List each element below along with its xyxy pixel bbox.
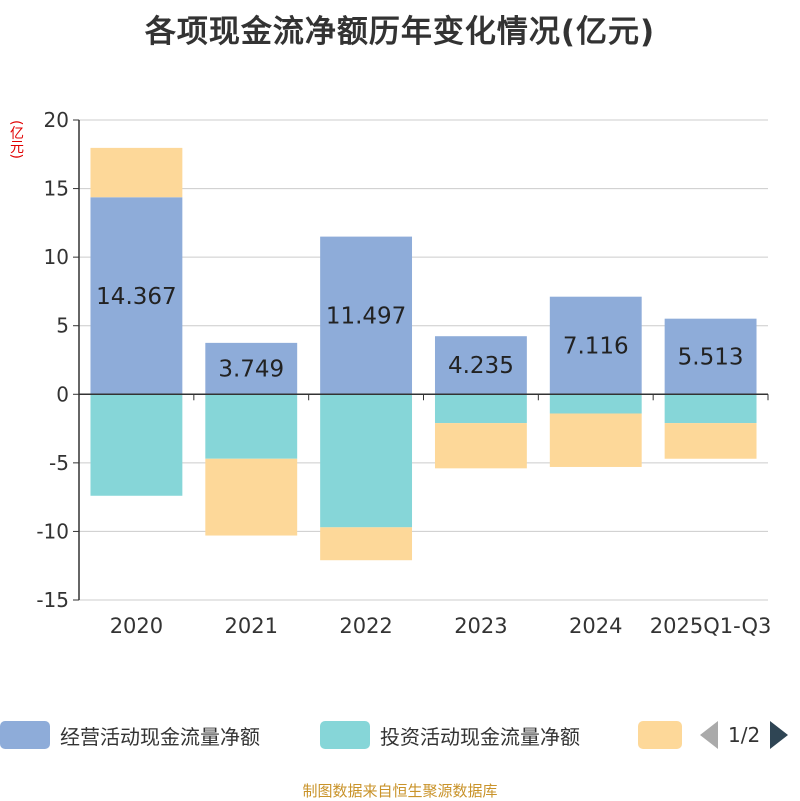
bar-segment [664,318,757,395]
y-tick-label: 15 [44,177,69,201]
legend-label-investing: 投资活动现金流量净额 [380,724,580,749]
legend-next-icon[interactable] [770,721,789,749]
bar-value-label: 3.749 [218,357,284,383]
bar-segment [320,394,413,528]
bar-segment [90,197,183,395]
chart: 20 15 10 5 0 -5 -10 -15 2020 2021 2022 2023 2024 2025… [36,108,771,638]
bar-value-label: 7.116 [563,333,629,359]
bar-segment [664,423,757,459]
bar-segment [320,236,413,395]
x-tick-label: 2021 [225,614,278,638]
legend-swatch-operating [0,721,50,749]
legend-prev-icon[interactable] [700,721,718,749]
bar-value-label: 5.513 [678,344,744,370]
legend: 经营活动现金流量净额 投资活动现金流量净额 [0,718,800,752]
chart-title: 各项现金流净额历年变化情况(亿元) [144,14,656,50]
grid-lines [79,119,768,601]
bar-segment [320,527,413,561]
bar-segment [664,394,757,424]
bar-segment [434,336,527,395]
x-tick-label: 2024 [569,614,622,638]
bar-segment [434,423,527,469]
bar-value-label: 11.497 [326,303,406,329]
x-tick-label: 2022 [339,614,392,638]
y-tick-label: -15 [36,588,69,612]
bar-segment [205,342,298,395]
bar-segment [549,413,642,467]
legend-item-financing[interactable] [638,718,682,752]
bar-value-label: 4.235 [448,353,514,379]
legend-page-indicator: 1/2 [728,723,761,747]
legend-pager: 1/2 [700,718,789,752]
x-tick-label: 2025Q1-Q3 [650,614,772,638]
y-tick-label: 10 [44,245,69,269]
legend-item-operating[interactable]: 经营活动现金流量净额 [0,718,260,752]
legend-swatch-investing [320,721,370,749]
bars [90,147,757,561]
y-tick-label: -10 [36,519,69,543]
legend-item-investing[interactable]: 投资活动现金流量净额 [320,718,580,752]
bar-segment [434,394,527,424]
bar-segment [549,296,642,395]
y-tick-label: 20 [44,108,69,132]
y-tick-label: 0 [56,382,69,406]
data-source: 制图数据来自恒生聚源数据库 [302,782,498,800]
legend-swatch-financing [638,721,682,749]
bar-segment [90,147,183,198]
x-tick-label: 2023 [454,614,507,638]
y-tick-label: -5 [49,451,69,475]
axes: 20 15 10 5 0 -5 -10 -15 2020 2021 2022 2023 2024 2025… [36,108,771,638]
y-axis-unit: (亿元) [8,120,24,159]
bar-segment [205,458,298,536]
x-tick-label: 2020 [110,614,163,638]
legend-label-operating: 经营活动现金流量净额 [60,724,260,749]
bar-segment [549,394,642,414]
data-labels: 14.367 3.749 11.497 4.235 7.116 5.513 [96,284,743,383]
bar-segment [90,394,183,496]
bar-segment [205,394,298,459]
y-tick-label: 5 [56,314,69,338]
bar-value-label: 14.367 [96,284,176,310]
